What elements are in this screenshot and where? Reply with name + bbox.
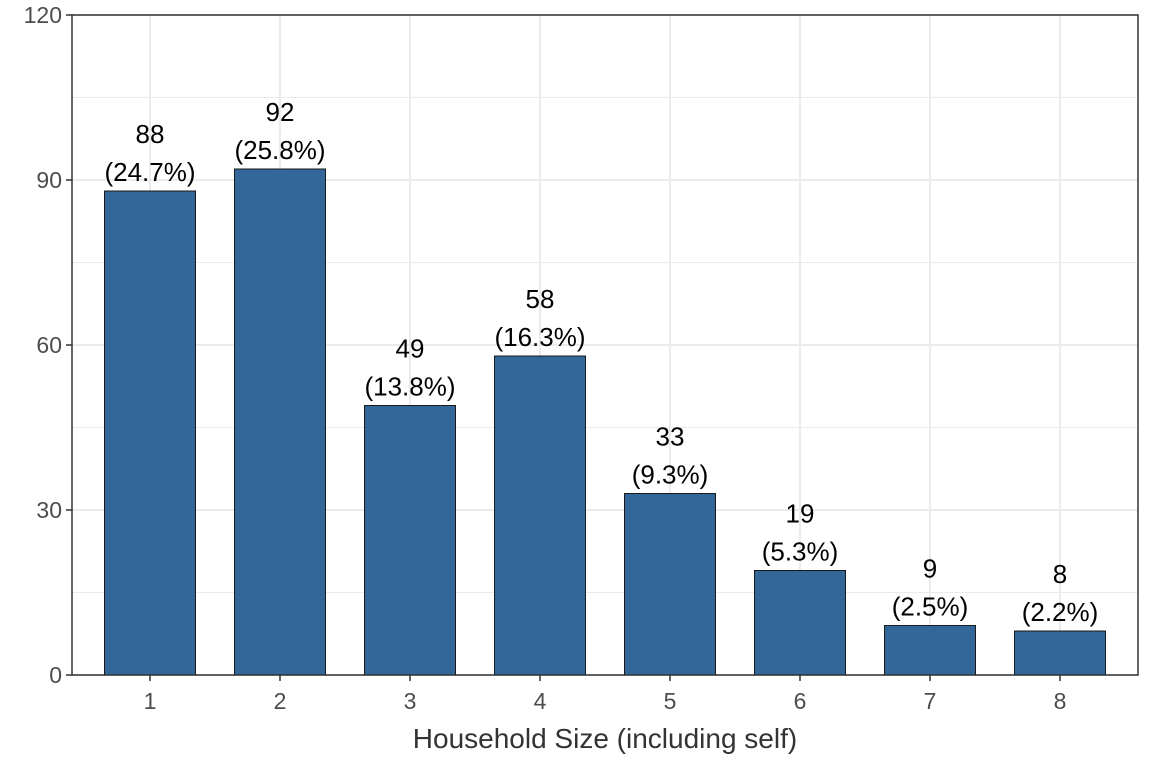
y-tick-label: 90 — [36, 167, 62, 193]
grid-lines — [72, 14, 1138, 676]
data-label-count: 49 — [396, 334, 425, 364]
bar — [104, 190, 196, 676]
y-tick-label: 60 — [36, 332, 62, 358]
bar — [364, 405, 456, 676]
x-tick-label: 3 — [404, 688, 417, 714]
data-label-percent: (24.7%) — [104, 157, 195, 187]
data-label-percent: (13.8%) — [364, 372, 455, 402]
x-tick-label: 1 — [144, 688, 157, 714]
x-tick-label: 8 — [1054, 688, 1067, 714]
x-tick-label: 4 — [534, 688, 547, 714]
x-tick-label: 7 — [924, 688, 937, 714]
data-label-percent: (5.3%) — [762, 537, 839, 567]
data-label-count: 9 — [923, 554, 937, 584]
y-tick-label: 0 — [49, 662, 62, 688]
axes-group: 0 30 60 90 120 1 2 3 4 5 6 7 8 — [24, 2, 1067, 714]
data-label-percent: (16.3%) — [494, 322, 585, 352]
bar — [754, 570, 846, 676]
bar — [884, 625, 976, 676]
data-labels-group: 88 (24.7%) 92 (25.8%) 49 (13.8%) 58 (16.3%) 33 (9… — [104, 97, 1098, 627]
bar — [494, 355, 586, 676]
bar — [624, 493, 716, 676]
data-label-percent: (2.5%) — [892, 592, 969, 622]
data-label-percent: (2.2%) — [1022, 597, 1099, 627]
data-label-count: 8 — [1053, 559, 1067, 589]
x-tick-label: 2 — [274, 688, 287, 714]
data-label-count: 33 — [656, 422, 685, 452]
x-tick-label: 5 — [664, 688, 677, 714]
bar — [1014, 630, 1106, 676]
data-label-percent: (9.3%) — [632, 460, 709, 490]
y-tick-label: 120 — [24, 2, 62, 28]
x-tick-label: 6 — [794, 688, 807, 714]
bars-group — [104, 168, 1106, 676]
data-label-count: 19 — [786, 499, 815, 529]
data-label-percent: (25.8%) — [234, 135, 325, 165]
data-label-count: 58 — [526, 284, 555, 314]
x-axis-title: Household Size (including self) — [413, 723, 797, 754]
y-tick-label: 30 — [36, 497, 62, 523]
data-label-count: 92 — [266, 97, 295, 127]
bar — [234, 168, 326, 676]
data-label-count: 88 — [136, 119, 165, 149]
